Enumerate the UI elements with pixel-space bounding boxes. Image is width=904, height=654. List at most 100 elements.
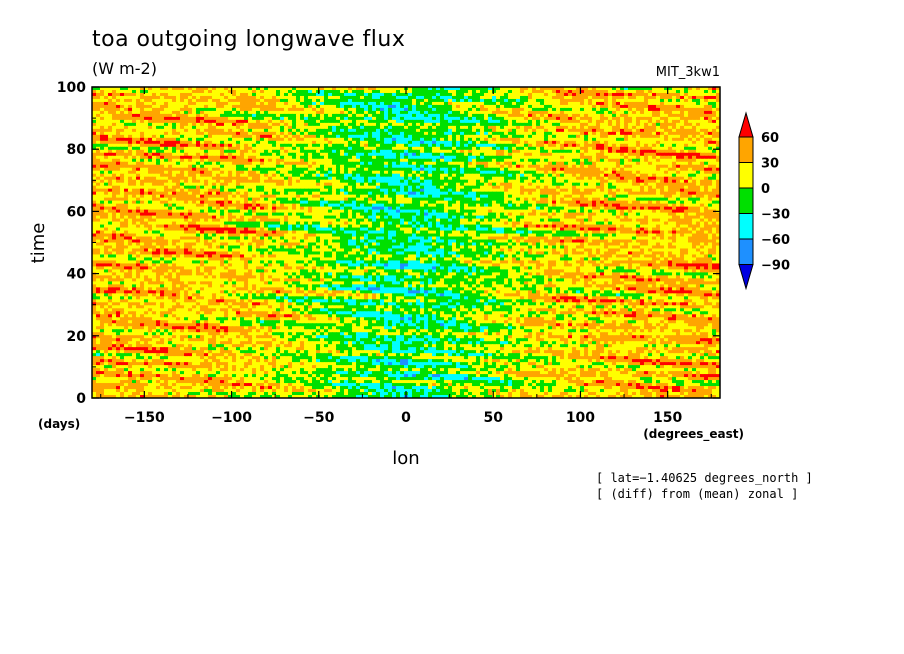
heatmap-cell [396,137,401,142]
heatmap-cell [644,95,649,100]
heatmap-cell [496,104,501,109]
heatmap-cell [524,89,529,94]
heatmap-cell [128,125,133,130]
heatmap-cell [300,95,305,100]
heatmap-cell [560,98,565,103]
heatmap-cell [576,110,581,115]
heatmap-cell [244,95,249,100]
heatmap-cell [520,87,525,91]
heatmap-cell [676,125,681,130]
heatmap-cell [372,92,377,97]
heatmap-cell [320,95,325,100]
heatmap-cell [604,89,609,94]
heatmap-cell [244,113,249,118]
heatmap-cell [516,128,521,133]
heatmap-cell [216,89,221,94]
heatmap-cell [504,128,509,133]
heatmap-cell [612,122,617,127]
heatmap-cell [400,89,405,94]
heatmap-cell [328,98,333,103]
heatmap-cell [512,98,517,103]
heatmap-cell [336,95,341,100]
heatmap-cell [204,125,209,130]
heatmap-cell [284,92,289,97]
heatmap-cell [392,92,397,97]
heatmap-cell [516,95,521,100]
heatmap-cell [508,125,513,130]
heatmap-cell [412,137,417,142]
heatmap-cell [652,113,657,118]
heatmap-cell [652,110,657,115]
heatmap-cell [352,125,357,130]
heatmap-cell [296,92,301,97]
heatmap-cell [416,104,421,109]
heatmap-cell [444,104,449,109]
heatmap-cell [404,119,409,124]
heatmap-cell [100,101,105,106]
heatmap-cell [360,122,365,127]
heatmap-cell [200,87,205,91]
heatmap-cell [176,87,181,91]
heatmap-cell [576,98,581,103]
heatmap-cell [212,119,217,124]
heatmap-cell [280,104,285,109]
heatmap-cell [368,87,373,91]
heatmap-cell [628,116,633,121]
heatmap-cell [308,87,313,91]
heatmap-cell [152,128,157,133]
heatmap-cell [520,119,525,124]
heatmap-cell [660,98,665,103]
heatmap-cell [468,87,473,91]
heatmap-cell [136,137,141,142]
heatmap-cell [608,107,613,112]
heatmap-cell [448,134,453,139]
heatmap-cell [336,125,341,130]
heatmap-cell [124,98,129,103]
heatmap-cell [588,98,593,103]
heatmap-cell [556,98,561,103]
heatmap-cell [620,113,625,118]
heatmap-cell [404,125,409,130]
heatmap-cell [704,128,709,133]
heatmap-cell [96,131,101,136]
heatmap-cell [256,119,261,124]
heatmap-cell [168,134,173,139]
heatmap-cell [116,116,121,121]
heatmap-cell [200,92,205,97]
heatmap-cell [236,128,241,133]
heatmap-cell [172,107,177,112]
heatmap-cell [124,134,129,139]
heatmap-cell [424,98,429,103]
heatmap-cell [428,104,433,109]
heatmap-cell [364,107,369,112]
heatmap-cell [264,104,269,109]
heatmap-cell [340,128,345,133]
heatmap-cell [704,116,709,121]
heatmap-cell [460,107,465,112]
heatmap-cell [616,122,621,127]
heatmap-cell [500,92,505,97]
heatmap-cell [700,113,705,118]
heatmap-cell [320,122,325,127]
heatmap-cell [688,116,693,121]
heatmap-cell [472,128,477,133]
heatmap-cell [236,110,241,115]
heatmap-cell [576,131,581,136]
heatmap-cell [564,107,569,112]
heatmap-cell [292,116,297,121]
heatmap-cell [192,125,197,130]
heatmap-cell [308,128,313,133]
heatmap-cell [628,89,633,94]
heatmap-cell [628,119,633,124]
heatmap-cell [300,113,305,118]
heatmap-cell [272,137,277,142]
heatmap-cell [128,98,133,103]
heatmap-cell [360,125,365,130]
heatmap-cell [184,107,189,112]
heatmap-cell [192,137,197,142]
heatmap-cell [92,119,97,124]
heatmap-cell [416,98,421,103]
heatmap-cell [408,119,413,124]
heatmap-cell [260,125,265,130]
heatmap-cell [432,128,437,133]
